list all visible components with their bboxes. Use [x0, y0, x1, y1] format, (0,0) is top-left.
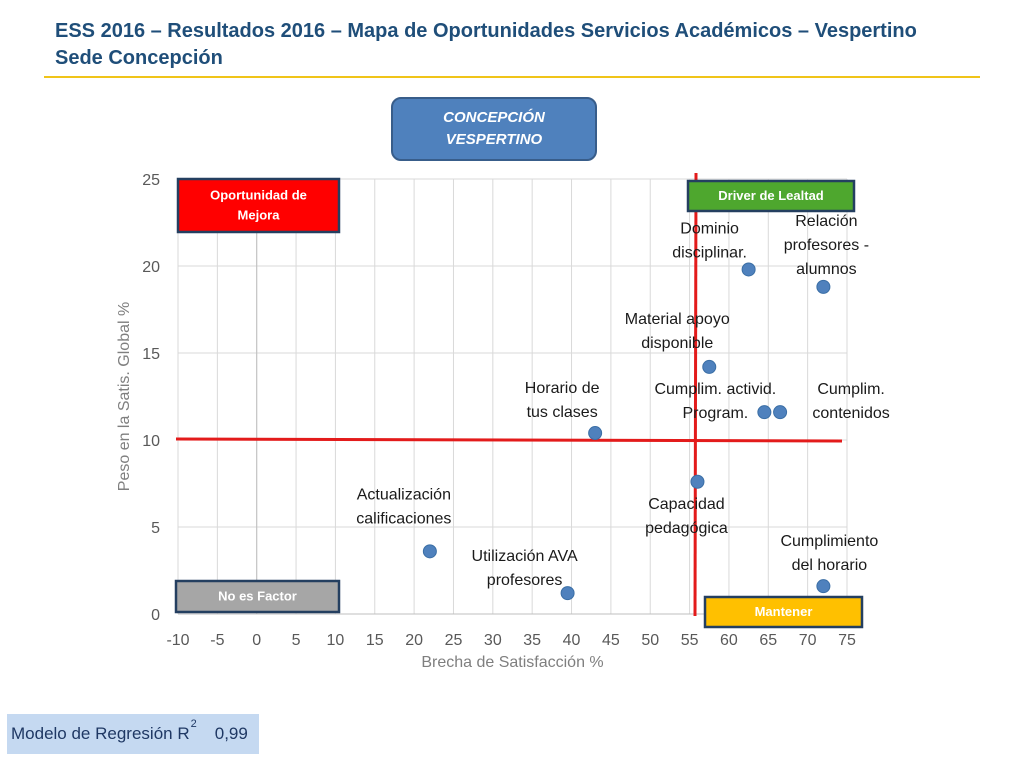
data-label: Capacidad pedagógica [645, 496, 728, 537]
data-label: Relación profesores -alumnos [784, 213, 869, 278]
page-title: ESS 2016 – Resultados 2016 – Mapa de Opo… [55, 20, 917, 69]
x-tick-label: -5 [210, 632, 224, 649]
data-label: Actualización calificaciones [356, 486, 451, 527]
x-tick-label: 20 [405, 632, 423, 649]
x-tick-label: 65 [759, 632, 777, 649]
site-badge: CONCEPCIÓN VESPERTINO [391, 97, 597, 161]
x-tick-label: 55 [681, 632, 699, 649]
data-label: Cumplimiento del horario [780, 533, 878, 574]
regression-value: 0,99 [214, 724, 248, 743]
x-tick-label: 25 [445, 632, 463, 649]
data-point [816, 579, 831, 594]
data-label: Horario de tus clases [525, 380, 600, 421]
y-tick-label: 15 [142, 346, 160, 363]
x-tick-label: 30 [484, 632, 502, 649]
data-point [773, 405, 788, 420]
x-tick-label: 75 [838, 632, 856, 649]
regression-superscript: 2 [190, 718, 197, 730]
quadrant-driver-lealtad-box [686, 179, 856, 213]
data-point [702, 359, 717, 374]
x-axis-title: Brecha de Satisfacción % [421, 654, 603, 671]
y-tick-label: 20 [142, 259, 160, 276]
data-point [690, 474, 705, 489]
data-label: Dominio disciplinar. [672, 220, 747, 261]
data-point [757, 405, 772, 420]
y-axis-title: Peso en la Satis. Global % [116, 302, 133, 491]
data-label: Material apoyo disponible [625, 311, 730, 352]
x-tick-label: 70 [799, 632, 817, 649]
data-label: Utilización AVA profesores [472, 548, 578, 589]
regression-model-box: Modelo de Regresión R 2 0,99 [7, 714, 259, 754]
data-label: Cumplim. activid. Program. [654, 381, 776, 422]
data-point [560, 586, 575, 601]
scatter-chart: -10 -5 0 5 10 15 20 25 30 35 40 45 50 55 60 65 70 75 0 5 10 1… [116, 172, 890, 671]
y-tick-label: 0 [151, 607, 160, 624]
y-tick-label: 5 [151, 520, 160, 537]
x-tick-label: 50 [641, 632, 659, 649]
x-tick-label: 40 [563, 632, 581, 649]
horizontal-threshold-line [175, 437, 843, 443]
title-underline [44, 76, 980, 78]
x-tick-label: 15 [366, 632, 384, 649]
x-tick-label: 10 [327, 632, 345, 649]
regression-label: Modelo de Regresión R [11, 724, 190, 743]
x-tick-label: -10 [166, 632, 189, 649]
quadrant-mantener-label: Mantener [755, 604, 813, 619]
data-label: Cumplim. contenidos [812, 381, 889, 422]
data-point [741, 262, 756, 277]
y-tick-label: 10 [142, 433, 160, 450]
data-point [816, 279, 831, 294]
x-tick-label: 45 [602, 632, 620, 649]
quadrant-no-es-factor-box [174, 579, 341, 614]
data-point [422, 544, 437, 559]
data-point [588, 426, 603, 441]
quadrant-mantener-box [703, 595, 864, 629]
x-tick-label: 35 [523, 632, 541, 649]
quadrant-no-es-factor-label: No es Factor [218, 589, 297, 604]
y-tick-label: 25 [142, 172, 160, 189]
x-tick-label: 0 [252, 632, 261, 649]
vertical-threshold-line [693, 172, 698, 617]
quadrant-oportunidad-mejora-box [176, 177, 341, 234]
quadrant-oportunidad-mejora-label: Oportunidad de Mejora [210, 188, 307, 223]
x-tick-label: 60 [720, 632, 738, 649]
quadrant-driver-lealtad-label: Driver de Lealtad [718, 188, 824, 203]
x-tick-label: 5 [292, 632, 301, 649]
